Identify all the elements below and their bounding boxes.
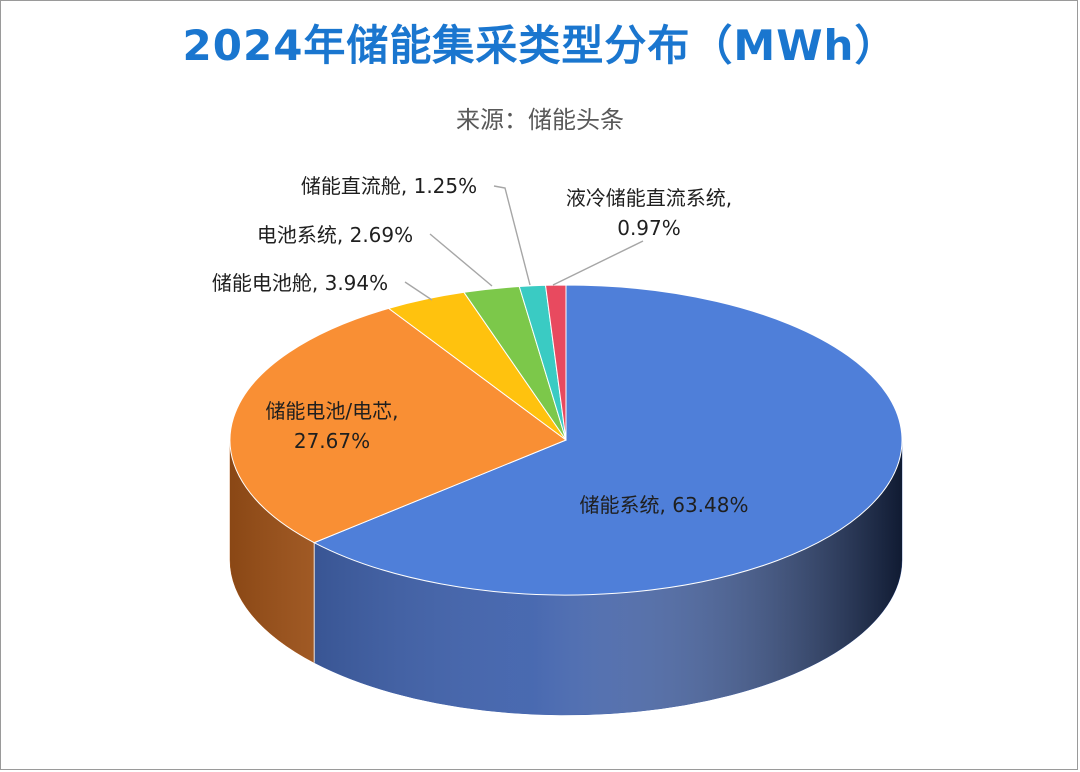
data-label-line: 储能电池舱, 3.94% [212, 271, 388, 295]
data-label-line: 27.67% [294, 429, 370, 453]
leader-line-6 [552, 240, 644, 286]
data-label-line: 液冷储能直流系统, [566, 186, 732, 210]
chart-title: 2024年储能集采类型分布（MWh） [182, 21, 898, 70]
data-label-1: 储能系统, 63.48% [580, 493, 749, 517]
data-label-line: 0.97% [617, 216, 681, 240]
leader-line-4 [429, 233, 493, 287]
data-label-4: 电池系统, 2.69% [257, 223, 413, 247]
data-label-line: 储能直流舱, 1.25% [301, 174, 477, 198]
data-label-2: 储能电池/电芯, 27.67% [265, 399, 398, 453]
pie-slice-1 [313, 284, 903, 596]
chart-source: 来源：储能头条 [456, 106, 624, 134]
leader-line-5 [493, 185, 531, 286]
leader-line-3 [404, 281, 433, 301]
pie-slice-2 [229, 307, 568, 544]
data-label-3: 储能电池舱, 3.94% [212, 271, 388, 295]
data-label-line: 储能电池/电芯, [265, 399, 398, 423]
pie-side-shading [230, 440, 902, 715]
data-label-5: 储能直流舱, 1.25% [301, 174, 477, 198]
data-label-line: 电池系统, 2.69% [257, 223, 413, 247]
data-label-line: 储能系统, 63.48% [580, 493, 749, 517]
pie-slice-6 [544, 284, 567, 441]
data-label-6: 液冷储能直流系统, 0.97% [566, 186, 732, 240]
